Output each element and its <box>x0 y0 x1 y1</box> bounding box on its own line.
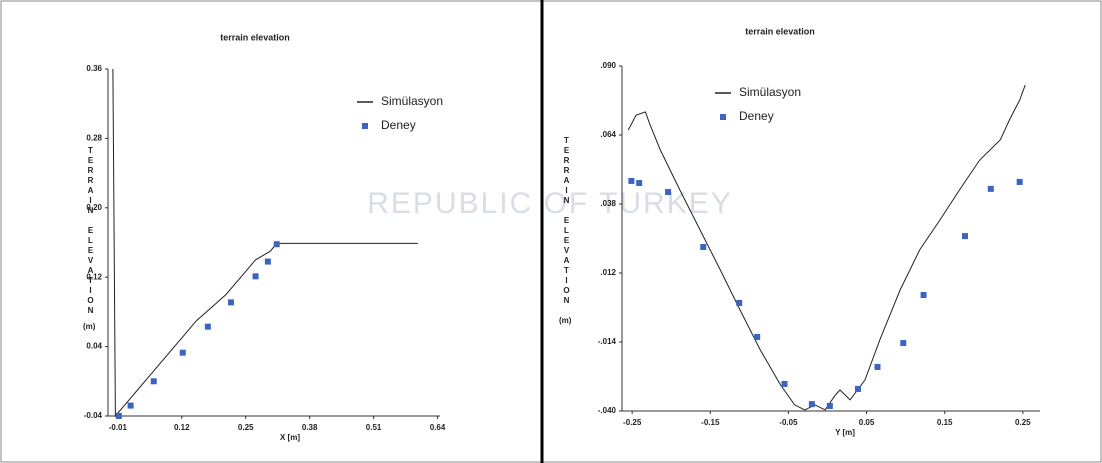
chart-title: terrain elevation <box>745 26 815 36</box>
y-tick-label: .012 <box>600 268 616 277</box>
y-tick-label: 0.12 <box>86 272 102 281</box>
scatter-point <box>628 177 635 184</box>
y-tick-label: -0.04 <box>84 411 103 420</box>
y-tick-label: .038 <box>600 199 616 208</box>
legend-label: Deney <box>381 118 416 132</box>
scatter-point <box>781 380 788 387</box>
scatter-point <box>736 299 743 306</box>
scatter-point <box>854 385 861 392</box>
x-tick-label: -0.15 <box>701 418 720 427</box>
scatter-point <box>252 273 259 280</box>
scatter-point <box>700 243 707 250</box>
y-axis-unit: (m) <box>83 322 96 331</box>
y-tick-label: 0.04 <box>86 342 102 351</box>
y-tick-label: -.040 <box>598 406 617 415</box>
y-tick-label: .064 <box>600 130 616 139</box>
scatter-point <box>987 185 994 192</box>
line-series <box>112 68 418 418</box>
legend-marker <box>362 123 368 129</box>
x-tick-label: 0.12 <box>174 423 190 432</box>
scatter-point <box>1016 178 1023 185</box>
scatter-point <box>264 258 271 265</box>
x-axis-label: X [m] <box>280 433 300 442</box>
legend-label: Simülasyon <box>381 94 443 108</box>
y-tick-label: 0.20 <box>86 203 102 212</box>
scatter-point <box>150 378 157 385</box>
scatter-point <box>920 292 927 299</box>
legend-label: Simülasyon <box>739 85 801 99</box>
scatter-point <box>204 323 211 330</box>
x-axis-label: Y [m] <box>835 428 855 437</box>
scatter-point <box>961 233 968 240</box>
y-tick-label: .090 <box>600 61 616 70</box>
x-tick-label: 0.25 <box>238 423 254 432</box>
x-tick-label: 0.64 <box>430 423 446 432</box>
y-tick-label: 0.28 <box>86 134 102 143</box>
scatter-point <box>115 413 122 419</box>
scatter-point <box>900 340 907 347</box>
legend-marker <box>720 114 726 120</box>
x-tick-label: -0.25 <box>623 418 642 427</box>
x-tick-label: -0.01 <box>109 423 128 432</box>
y-tick-label: -.014 <box>598 337 617 346</box>
legend-label: Deney <box>739 109 774 123</box>
scatter-point <box>826 402 833 409</box>
scatter-point <box>227 299 234 306</box>
scatter-point <box>127 402 134 409</box>
y-axis-label: TERRAIN ELEVATION <box>86 146 95 316</box>
x-tick-label: 0.05 <box>859 418 875 427</box>
x-tick-label: 0.51 <box>366 423 382 432</box>
y-axis-unit: (m) <box>559 316 572 325</box>
scatter-point <box>808 401 815 408</box>
watermark: REPUBLIC OF TURKEY <box>367 187 733 220</box>
y-axis-label: TERRAIN ELEVATION <box>562 136 571 306</box>
line-series <box>627 84 1026 411</box>
scatter-point <box>665 189 672 196</box>
scatter-point <box>754 333 761 340</box>
x-tick-label: -0.05 <box>779 418 798 427</box>
scatter-point <box>636 180 643 187</box>
scatter-point <box>179 349 186 356</box>
x-tick-label: 0.25 <box>1015 418 1031 427</box>
x-tick-label: 0.15 <box>937 418 953 427</box>
chart-title: terrain elevation <box>220 32 290 42</box>
scatter-point <box>273 241 280 248</box>
x-tick-label: 0.38 <box>302 423 318 432</box>
scatter-point <box>874 363 881 370</box>
y-tick-label: 0.36 <box>86 64 102 73</box>
